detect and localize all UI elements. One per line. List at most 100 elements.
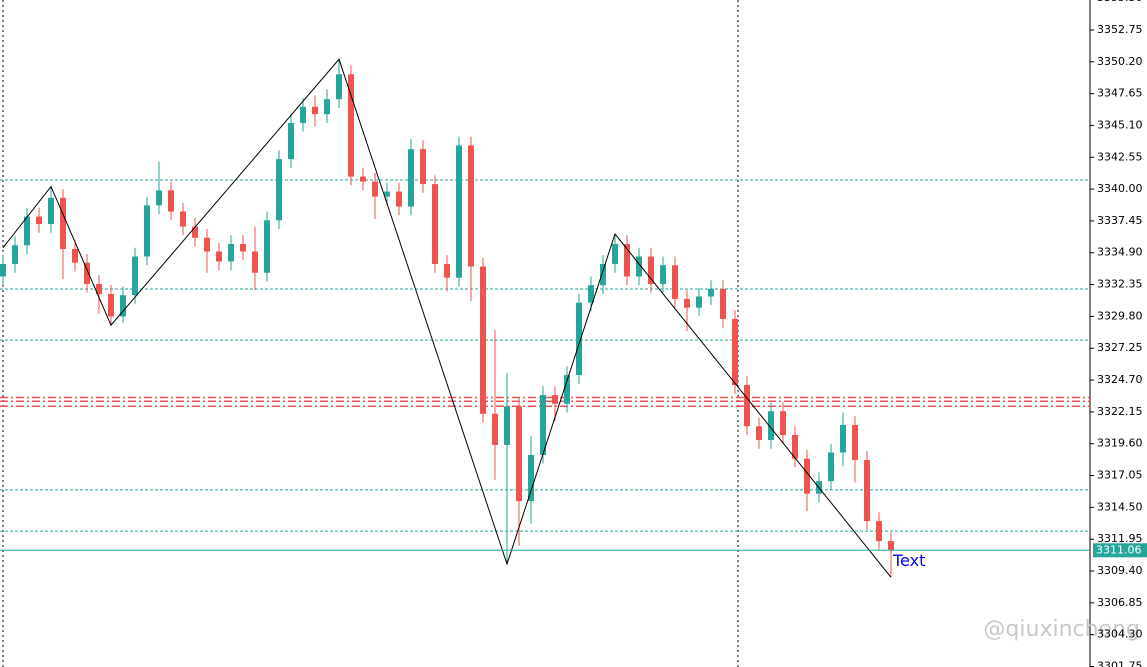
- candle-body: [672, 265, 678, 299]
- last-price-box: [1093, 543, 1147, 558]
- candle-body: [180, 211, 186, 227]
- candle-body: [624, 244, 630, 277]
- candle-body: [264, 220, 270, 273]
- candle-body: [888, 541, 894, 550]
- candle-body: [276, 159, 282, 221]
- y-tick-label: 3324.70: [1097, 373, 1143, 386]
- y-tick-label: 3347.65: [1097, 87, 1143, 100]
- y-tick-label: 3342.55: [1097, 150, 1143, 163]
- candle-body: [588, 285, 594, 303]
- candle-body: [876, 521, 882, 542]
- y-tick-label: 3317.05: [1097, 469, 1143, 482]
- candle-body: [744, 385, 750, 427]
- candle-body: [96, 283, 102, 294]
- candle-body: [360, 176, 366, 182]
- y-tick-label: 3304.30: [1097, 628, 1143, 641]
- candle-body: [252, 251, 258, 273]
- last-price-label: 3311.06: [1096, 543, 1142, 556]
- candle-body: [372, 181, 378, 197]
- candle-body: [576, 302, 582, 376]
- candle-body: [480, 266, 486, 414]
- candle-body: [24, 216, 30, 246]
- y-tick-label: 3340.00: [1097, 182, 1143, 195]
- candle-body: [756, 426, 762, 440]
- y-tick-label: 3329.80: [1097, 309, 1143, 322]
- candle-body: [432, 184, 438, 264]
- candle-body: [804, 458, 810, 494]
- y-tick-label: 3355.30: [1097, 0, 1143, 4]
- candle-body: [828, 452, 834, 482]
- candle-body: [12, 245, 18, 264]
- candle-body: [636, 256, 642, 277]
- candle-body: [300, 106, 306, 123]
- y-tick-label: 3301.75: [1097, 660, 1143, 667]
- y-tick-label: 3319.60: [1097, 437, 1143, 450]
- candle-body: [564, 375, 570, 404]
- candle-body: [504, 406, 510, 445]
- y-tick-label: 3311.95: [1097, 532, 1143, 545]
- y-tick-label: 3345.10: [1097, 118, 1143, 131]
- y-tick-label: 3334.90: [1097, 246, 1143, 259]
- candle-body: [648, 256, 654, 284]
- candle-body: [216, 251, 222, 262]
- candle-body: [540, 395, 546, 455]
- candle-body: [492, 413, 498, 445]
- candle-body: [48, 197, 54, 225]
- candle-body: [228, 244, 234, 262]
- candle-body: [240, 244, 246, 252]
- y-tick-label: 3327.25: [1097, 341, 1143, 354]
- candle-body: [324, 99, 330, 115]
- watermark: @qiuxincheng: [983, 617, 1140, 642]
- y-tick-label: 3306.85: [1097, 596, 1143, 609]
- candle-body: [204, 237, 210, 252]
- candle-body: [792, 434, 798, 459]
- candle-body: [456, 145, 462, 278]
- candle-body: [768, 411, 774, 440]
- candle-body: [600, 263, 606, 286]
- candle-body: [156, 190, 162, 206]
- candle-body: [192, 226, 198, 238]
- candle-body: [348, 74, 354, 177]
- candle-body: [612, 244, 618, 264]
- y-tick-label: 3352.75: [1097, 23, 1143, 36]
- annotation: Text: [892, 551, 925, 570]
- y-tick-label: 3309.40: [1097, 564, 1143, 577]
- candle-body: [444, 263, 450, 278]
- candle-body: [84, 262, 90, 284]
- candle-body: [684, 298, 690, 308]
- y-tick-label: 3332.35: [1097, 278, 1143, 291]
- candle-body: [780, 411, 786, 435]
- zigzag-line: [2, 58, 892, 578]
- candle-body: [852, 424, 858, 460]
- y-tick-label: 3337.45: [1097, 214, 1143, 227]
- candle-body: [312, 106, 318, 115]
- candle-body: [384, 191, 390, 197]
- candle-body: [420, 149, 426, 185]
- candle-body: [408, 149, 414, 207]
- candle-body: [696, 296, 702, 308]
- candle-body: [720, 288, 726, 319]
- y-tick-label: 3350.20: [1097, 55, 1143, 68]
- y-tick-label: 3314.50: [1097, 500, 1143, 513]
- candle-body: [840, 424, 846, 453]
- candle-body: [288, 122, 294, 160]
- candle-body: [528, 454, 534, 502]
- candle-body: [0, 263, 6, 277]
- candle-body: [396, 191, 402, 207]
- candle-body: [732, 318, 738, 386]
- candle-body: [864, 459, 870, 522]
- candle-body: [336, 74, 342, 100]
- candle-body: [660, 265, 666, 284]
- candle-body: [144, 205, 150, 257]
- candle-body: [132, 256, 138, 296]
- candle-body: [36, 216, 42, 225]
- candle-body: [708, 288, 714, 297]
- candle-body: [516, 406, 522, 502]
- candle-body: [552, 395, 558, 404]
- candle-body: [120, 295, 126, 317]
- candle-body: [60, 197, 66, 250]
- candle-body: [468, 145, 474, 267]
- candle-body: [168, 190, 174, 212]
- candle-body: [72, 249, 78, 263]
